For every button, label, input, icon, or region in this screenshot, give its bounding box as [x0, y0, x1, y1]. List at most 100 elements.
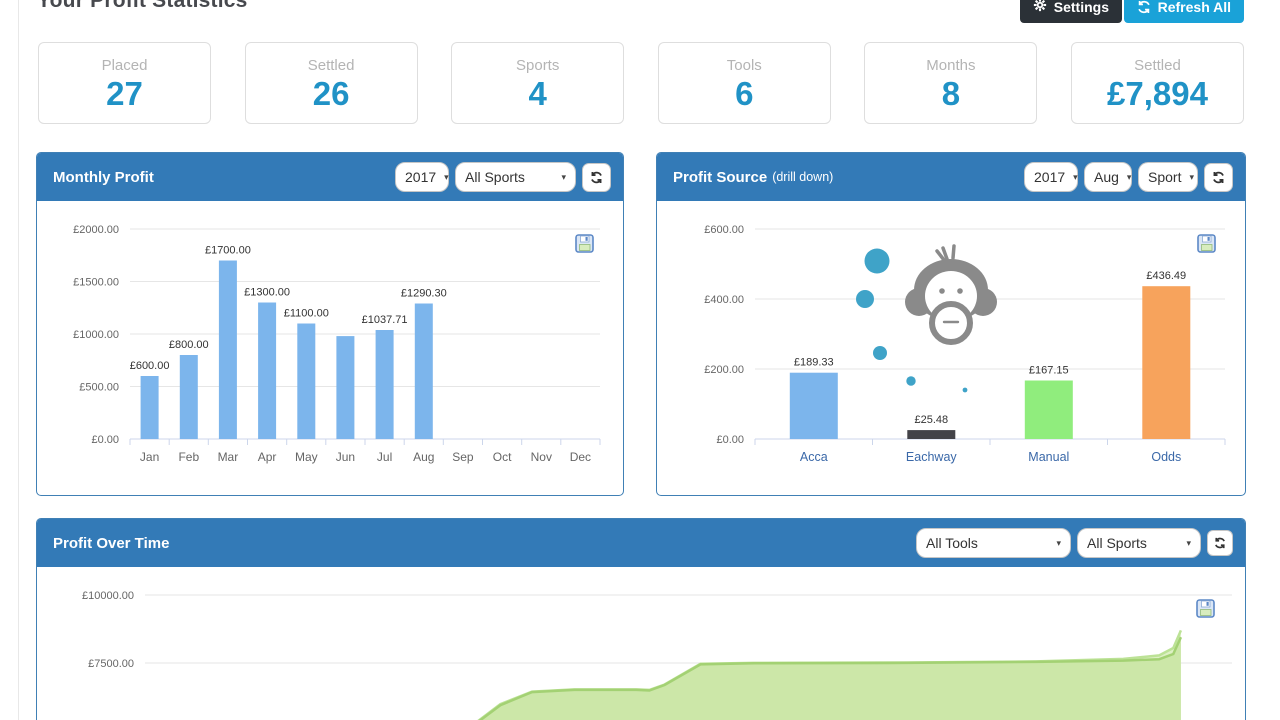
bar-acca[interactable]	[789, 372, 838, 439]
refresh-chart-button[interactable]	[1204, 162, 1233, 192]
category-label-acca[interactable]: Acca	[800, 450, 828, 464]
bar-feb[interactable]	[179, 355, 198, 439]
bar-value-label: £167.15	[1029, 365, 1069, 377]
y-axis-label: £0.00	[91, 434, 119, 446]
panel-title: Monthly Profit	[53, 168, 154, 186]
refresh-icon	[1212, 171, 1225, 184]
bar-value-label: £800.00	[169, 339, 209, 351]
category-label-dec: Dec	[570, 450, 591, 464]
stat-value: £7,894	[1107, 74, 1208, 112]
monthly-profit-panel: Monthly Profit 2017 ▾ All Sports ▾	[36, 152, 624, 496]
monkey-watermark	[856, 244, 997, 393]
content-left-divider	[18, 0, 19, 720]
gear-icon	[1033, 0, 1047, 15]
profit-over-time-chart-area: £7500.00 £10000.00	[37, 567, 1245, 720]
y-axis-label: £1000.00	[73, 329, 119, 341]
category-label-sep: Sep	[452, 450, 474, 464]
category-label-oct: Oct	[493, 450, 512, 464]
save-chart-icon[interactable]	[575, 234, 594, 253]
bar-aug[interactable]	[414, 303, 433, 440]
refresh-chart-button[interactable]	[582, 162, 611, 192]
category-label-mar: Mar	[218, 450, 239, 464]
panel-controls: 2017 ▾ All Sports ▾	[395, 162, 611, 192]
area-series-1[interactable]	[468, 637, 1181, 720]
bar-value-label: £1700.00	[205, 245, 251, 257]
bar-mar[interactable]	[218, 260, 237, 440]
stat-label: Months	[926, 56, 976, 74]
category-label-odds[interactable]: Odds	[1151, 450, 1181, 464]
refresh-icon	[590, 171, 603, 184]
bar-apr[interactable]	[258, 302, 277, 440]
y-axis-label: £400.00	[704, 294, 744, 306]
area-line-1	[478, 636, 1183, 720]
category-label-manual[interactable]: Manual	[1028, 450, 1069, 464]
stat-value: 27	[106, 74, 143, 112]
year-select[interactable]: 2017 ▾	[1024, 162, 1078, 192]
bar-value-label: £436.49	[1146, 270, 1186, 282]
sports-select[interactable]: All Sports ▾	[455, 162, 576, 192]
bar-odds[interactable]	[1142, 286, 1191, 439]
category-label-jul: Jul	[377, 450, 392, 464]
stat-card-placed: Placed 27	[38, 42, 211, 124]
panel-title: Profit Source	[673, 168, 768, 186]
stat-card-settled-amount: Settled £7,894	[1070, 42, 1244, 124]
stat-label: Sports	[516, 56, 560, 74]
stat-card-settled-count: Settled 26	[244, 42, 418, 124]
refresh-all-button[interactable]: Refresh All	[1123, 0, 1244, 23]
refresh-icon	[1214, 537, 1226, 549]
bar-eachway[interactable]	[907, 430, 956, 439]
panel-subtitle: (drill down)	[772, 170, 834, 184]
chevron-down-icon: ▾	[1073, 171, 1078, 182]
bar-may[interactable]	[297, 323, 316, 440]
chevron-down-icon: ▾	[1189, 171, 1194, 182]
category-label-feb: Feb	[178, 450, 199, 464]
category-label-nov: Nov	[531, 450, 552, 464]
bar-value-label: £25.48	[914, 414, 948, 426]
stat-label: Settled	[307, 56, 355, 74]
bar-value-label: £1100.00	[284, 308, 329, 320]
category-label-jan: Jan	[140, 450, 159, 464]
panel-controls: 2017 ▾ Aug ▾ Sport ▾	[1024, 162, 1233, 192]
settings-button[interactable]: Settings	[1019, 0, 1122, 23]
profit-source-header: Profit Source (drill down) 2017 ▾ Aug ▾ …	[657, 153, 1245, 201]
stat-card-tools: Tools 6	[657, 42, 831, 124]
chevron-down-icon: ▾	[444, 171, 449, 182]
bar-jul[interactable]	[375, 330, 394, 439]
stat-value: 6	[735, 74, 754, 112]
stat-card-months: Months 8	[864, 42, 1038, 124]
year-select[interactable]: 2017 ▾	[395, 162, 449, 192]
panel-title: Profit Over Time	[53, 534, 170, 552]
y-axis-label: £7500.00	[88, 658, 134, 670]
category-label-apr: Apr	[258, 450, 277, 464]
profit-over-time-header: Profit Over Time All Tools ▾ All Sports …	[37, 519, 1245, 567]
y-axis-label: £500.00	[79, 382, 119, 394]
bar-value-label: £189.33	[794, 357, 834, 369]
bar-value-label: £1300.00	[244, 287, 290, 299]
tools-select[interactable]: All Tools ▾	[916, 528, 1071, 558]
profit-source-chart: £0.00 £200.00 £400.00 £600.00 £189.33 Acca £25…	[704, 224, 1226, 464]
sports-select[interactable]: All Sports ▾	[1077, 528, 1201, 558]
chevron-down-icon: ▾	[1056, 537, 1061, 548]
category-label-may: May	[295, 450, 318, 464]
bar-jan[interactable]	[140, 376, 159, 439]
stat-card-sports: Sports 4	[451, 42, 625, 124]
profit-source-chart-area: £0.00 £200.00 £400.00 £600.00 £189.33 Acca £25…	[657, 201, 1245, 495]
stat-cards-row: Placed 27 Settled 26 Sports 4 Tools 6 Mo…	[38, 42, 1244, 124]
category-label-jun: Jun	[336, 450, 355, 464]
panel-controls: All Tools ▾ All Sports ▾	[916, 528, 1233, 558]
bar-manual[interactable]	[1024, 380, 1073, 440]
category-label-eachway[interactable]: Eachway	[906, 450, 957, 464]
save-chart-icon[interactable]	[1196, 599, 1215, 618]
refresh-icon	[1137, 0, 1151, 14]
save-chart-icon[interactable]	[1197, 234, 1216, 253]
refresh-chart-button[interactable]	[1207, 530, 1233, 556]
month-select[interactable]: Aug ▾	[1084, 162, 1132, 192]
stat-value: 8	[941, 74, 961, 112]
monthly-profit-chart-area: £0.00 £500.00 £1000.00 £1500.00 £2000.00 £600…	[37, 201, 623, 495]
drilldown-type-select[interactable]: Sport ▾	[1138, 162, 1198, 192]
bar-value-label: £1037.71	[362, 314, 408, 326]
chevron-down-icon: ▾	[1186, 537, 1191, 548]
bar-jun[interactable]	[336, 336, 355, 439]
stat-label: Placed	[101, 56, 148, 74]
